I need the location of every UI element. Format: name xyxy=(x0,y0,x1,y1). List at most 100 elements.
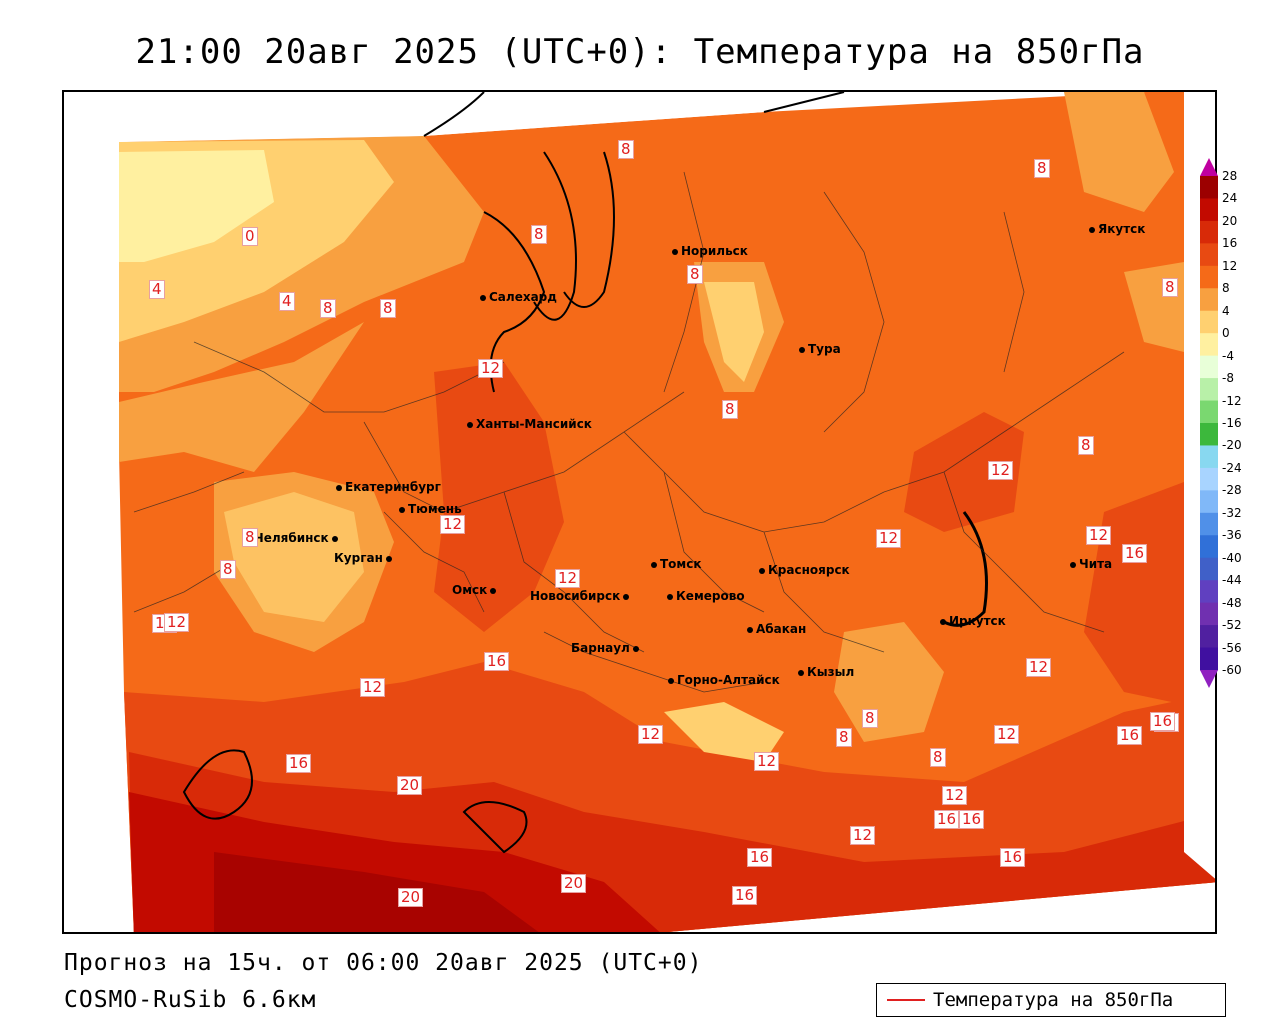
contour-label: 16 xyxy=(747,848,773,867)
colorbar-tick-label: 28 xyxy=(1222,169,1238,183)
city-name: Кемерово xyxy=(676,589,745,603)
colorbar-tick-label: 16 xyxy=(1222,236,1238,251)
map-canvas xyxy=(64,92,1215,932)
city-label: Кызыл xyxy=(798,666,854,678)
colorbar-tick-label: -56 xyxy=(1222,640,1242,655)
colorbar-tick-label: -44 xyxy=(1222,573,1242,588)
model-name: COSMO-RuSib 6.6км xyxy=(64,987,317,1013)
contour-label: 12 xyxy=(994,725,1020,744)
colorbar-tick-label: -4 xyxy=(1222,348,1234,363)
colorbar-segment xyxy=(1200,288,1218,312)
city-name: Курган xyxy=(334,551,383,565)
colorbar-bottom-arrow xyxy=(1200,670,1218,688)
colorbar-tick-label: -32 xyxy=(1222,505,1242,520)
city-name: Новосибирск xyxy=(530,589,621,603)
coastlines xyxy=(182,92,988,854)
colorbar-segment xyxy=(1200,602,1218,626)
colorbar-segment xyxy=(1200,625,1218,649)
colorbar-segment xyxy=(1200,333,1218,357)
city-dot xyxy=(480,294,486,301)
colorbar-segment xyxy=(1200,535,1218,559)
city-label: Омск xyxy=(452,584,499,596)
city-name: Красноярск xyxy=(768,563,850,577)
temperature-map[interactable]: Норильск Якутск Салехард Тура Ханты-Манс… xyxy=(62,90,1217,934)
colorbar-tick-label: 12 xyxy=(1222,258,1238,273)
colorbar-segment xyxy=(1200,243,1218,267)
colorbar-tick-label: -36 xyxy=(1222,528,1242,543)
city-name: Якутск xyxy=(1098,222,1146,236)
colorbar-tick-label: -28 xyxy=(1222,483,1242,498)
contour-label: 8 xyxy=(380,299,396,318)
colorbar-segment xyxy=(1200,176,1218,199)
city-label: Томск xyxy=(651,558,702,570)
city-dot xyxy=(799,346,805,353)
contour-label: 20 xyxy=(397,776,423,795)
city-dot xyxy=(940,618,946,625)
contour-label: 12 xyxy=(850,826,876,845)
city-dot xyxy=(490,587,497,594)
colorbar-segment xyxy=(1200,220,1218,244)
contour-label: 16 xyxy=(959,810,985,829)
contour-label: 16 xyxy=(732,886,758,905)
city-dot xyxy=(336,484,342,491)
city-dot xyxy=(759,567,765,574)
city-name: Иркутск xyxy=(949,614,1006,628)
forecast-info: Прогноз на 15ч. от 06:00 20авг 2025 (UTC… xyxy=(64,950,703,976)
legend-line-swatch xyxy=(887,999,925,1001)
city-label: Салехард xyxy=(480,291,557,303)
city-dot xyxy=(331,535,338,542)
colorbar-tick-label: 20 xyxy=(1222,213,1238,228)
contour-label: 16 xyxy=(286,754,312,773)
city-dot xyxy=(385,555,392,562)
colorbar-segment xyxy=(1200,647,1218,671)
contour-label: 12 xyxy=(440,515,466,534)
contour-label: 8 xyxy=(836,728,852,747)
colorbar-tick-label: 4 xyxy=(1222,303,1230,318)
colorbar-top-arrow xyxy=(1200,158,1218,176)
colorbar-segment xyxy=(1200,467,1218,491)
city-name: Челябинск xyxy=(254,531,329,545)
legend-label: Температура на 850гПа xyxy=(933,989,1174,1011)
colorbar-segment xyxy=(1200,378,1218,402)
city-label: Абакан xyxy=(747,623,806,635)
city-name: Екатеринбург xyxy=(345,480,441,494)
city-dot xyxy=(668,677,674,684)
contour-label: 12 xyxy=(754,752,780,771)
city-label: Курган xyxy=(334,552,395,564)
contour-label: 8 xyxy=(1162,278,1178,297)
contour-label: 12 xyxy=(1086,526,1112,545)
colorbar-segment xyxy=(1200,198,1218,222)
colorbar-tick-label: -8 xyxy=(1222,371,1234,386)
city-label: Норильск xyxy=(672,245,748,257)
temperature-field xyxy=(64,92,1215,932)
city-name: Барнаул xyxy=(571,641,630,655)
city-label: Екатеринбург xyxy=(336,481,441,493)
contour-label: 16 xyxy=(484,652,510,671)
contour-label: 8 xyxy=(1034,159,1050,178)
contour-label: 4 xyxy=(279,292,295,311)
colorbar-tick-label: -16 xyxy=(1222,416,1242,430)
contour-label: 12 xyxy=(638,725,664,744)
admin-borders xyxy=(133,171,1125,693)
contour-label: 20 xyxy=(561,874,587,893)
city-label: Тура xyxy=(799,343,841,355)
colorbar-tick-label: 24 xyxy=(1222,191,1238,206)
contour-label: 16 xyxy=(934,810,960,829)
city-label: Красноярск xyxy=(759,564,850,576)
city-name: Томск xyxy=(660,557,702,571)
contour-label: 8 xyxy=(618,140,634,159)
city-label: Иркутск xyxy=(940,615,1006,627)
colorbar-segment xyxy=(1200,355,1218,379)
colorbar-tick-label: -20 xyxy=(1222,438,1242,453)
contour-label: 16 xyxy=(1122,544,1148,563)
city-label: Кемерово xyxy=(667,590,745,602)
city-dot xyxy=(747,626,753,633)
city-name: Норильск xyxy=(681,244,748,258)
city-name: Кызыл xyxy=(807,665,855,679)
contour-label: 8 xyxy=(531,225,547,244)
contour-label: 16 xyxy=(1000,848,1026,867)
city-name: Тюмень xyxy=(408,502,462,516)
city-label: Челябинск xyxy=(254,532,341,544)
contour-label: 12 xyxy=(876,529,902,548)
city-label: Горно-Алтайск xyxy=(668,674,780,686)
